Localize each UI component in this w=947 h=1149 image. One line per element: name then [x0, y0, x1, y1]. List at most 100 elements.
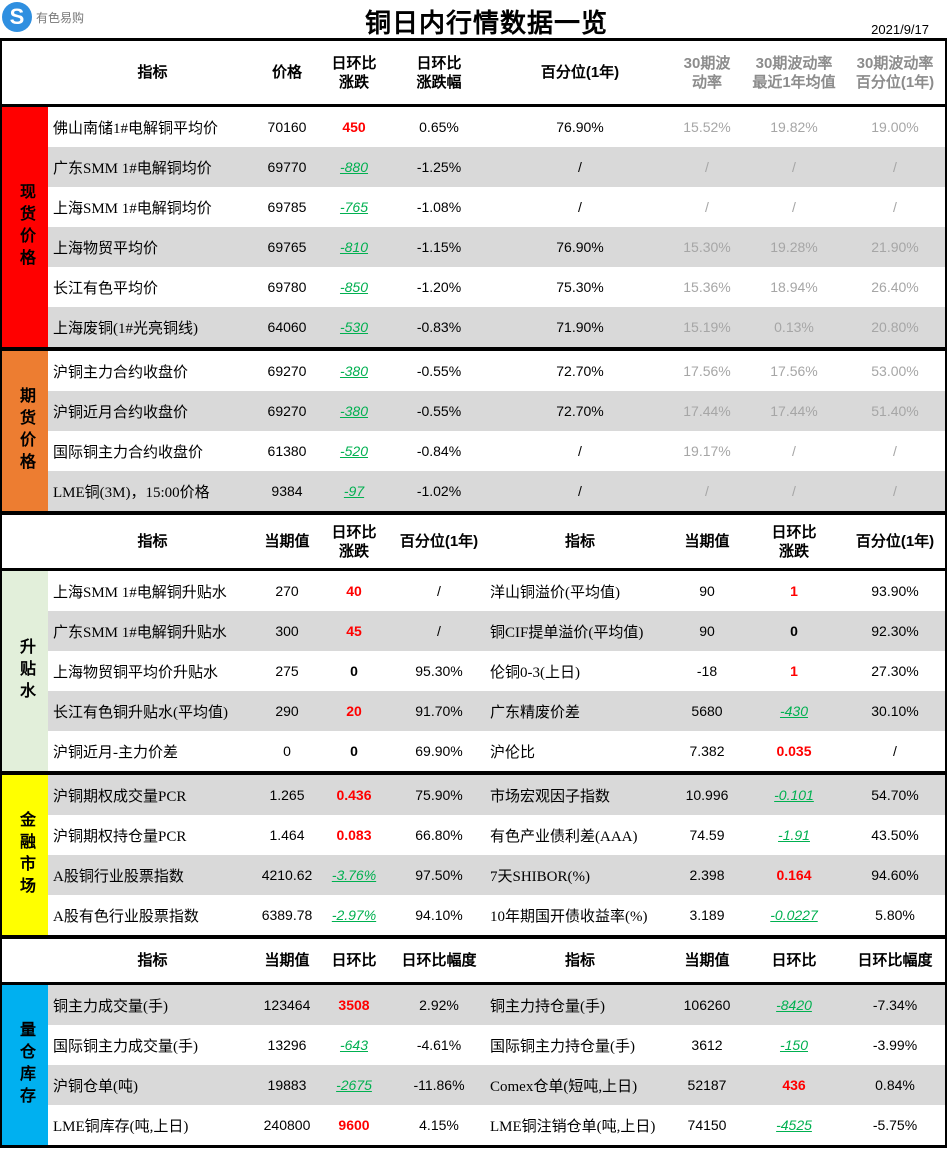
column-header: 百分位(1年) [399, 533, 479, 550]
cell: 10.996 [685, 787, 729, 803]
cell: 290 [275, 703, 299, 719]
section-category-label: 期货价格 [2, 351, 48, 511]
cell: 17.44% [683, 403, 731, 419]
table-block: 指标 当期值 日环比 涨跌 百分位(1年) 指标 当期值 日环比 涨跌 百分位(1年) 升贴水上… [0, 512, 947, 938]
column-header: 30期波 动率 [683, 54, 731, 91]
indicator-name: 10年期国开债收益率(%) [490, 908, 648, 925]
cell: 15.36% [683, 279, 731, 295]
indicator-name: LME铜库存(吨,上日) [53, 1118, 189, 1135]
table-row: 长江有色平均价 69780 -850 -1.20% 75.30% 15.36% 18.94%… [48, 267, 945, 307]
indicator-name: 7天SHIBOR(%) [490, 868, 590, 885]
indicator-name: 铜CIF提单溢价(平均值) [490, 624, 644, 641]
change-value: 0 [790, 623, 798, 639]
column-header: 日环比 涨跌 [331, 54, 377, 91]
change-value-text: -850 [339, 279, 369, 295]
indicator-name: A股有色行业股票指数 [53, 908, 199, 925]
cell: 4.15% [419, 1117, 459, 1133]
cell: / [893, 443, 897, 459]
table-row: 广东SMM 1#电解铜均价 69770 -880 -1.25% / / / / [48, 147, 945, 187]
indicator-name: 广东SMM 1#电解铜升贴水 [53, 624, 227, 641]
table-row: 国际铜主力成交量(手) 13296 -643 -4.61% 国际铜主力持仓量(手) 361… [48, 1025, 945, 1065]
column-header: 日环比 涨跌 [771, 523, 817, 560]
cell: -1.08% [416, 199, 462, 215]
cell: -5.75% [872, 1117, 918, 1133]
table-row: 沪铜期权持仓量PCR 1.464 0.083 66.80% 有色产业债利差(AAA) 74… [48, 815, 945, 855]
cell: 17.56% [683, 363, 731, 379]
table-row: 佛山南储1#电解铜平均价 70160 450 0.65% 76.90% 15.52% 19.… [48, 107, 945, 147]
section-group: 期货价格 沪铜主力合约收盘价 69270 -380 -0.55% 72.70% 17.56%… [2, 347, 945, 511]
section-group: 金融市场 沪铜期权成交量PCR 1.265 0.436 75.90% 市场宏观因子指数 10… [2, 771, 945, 935]
table-block: 指标 价格 日环比 涨跌 日环比 涨跌幅 百分位(1年) 30期波 动率 30期波动率 最近… [0, 38, 947, 514]
indicator-name: 有色产业债利差(AAA) [490, 828, 638, 845]
cell: 270 [275, 583, 299, 599]
page-title: 铜日内行情数据一览 [364, 8, 608, 38]
change-value: 20 [346, 703, 362, 719]
indicator-name: 上海物贸铜平均价升贴水 [53, 664, 219, 681]
cell: 69770 [267, 159, 307, 175]
column-header: 日环比 [331, 952, 377, 969]
cell: -0.83% [416, 319, 462, 335]
cell: 19.28% [770, 239, 818, 255]
table-row: 长江有色铜升贴水(平均值) 290 20 91.70% 广东精废价差 5680 -430 30… [48, 691, 945, 731]
cell: / [792, 483, 796, 499]
column-header: 日环比幅度 [401, 952, 477, 969]
column-header: 指标 [137, 533, 168, 550]
column-header: 指标 [137, 952, 168, 969]
header-spacer [2, 939, 48, 982]
indicator-name: LME铜注销仓单(吨,上日) [490, 1118, 656, 1135]
section-category-label: 量仓库存 [2, 985, 48, 1145]
cell: 97.50% [415, 867, 463, 883]
indicator-name: 铜主力成交量(手) [53, 998, 168, 1015]
table-row: LME铜(3M)，15:00价格 9384 -97 -1.02% / / / / [48, 471, 945, 511]
column-header: 当期值 [264, 533, 310, 550]
column-header: 指标 [564, 952, 595, 969]
change-value: 1 [790, 583, 798, 599]
cell: / [893, 743, 897, 759]
change-value: -0.101 [741, 775, 847, 815]
change-value: -380 [317, 351, 391, 391]
section-category-label: 金融市场 [2, 775, 48, 935]
change-value-text: -380 [339, 403, 369, 419]
indicator-name: 长江有色铜升贴水(平均值) [53, 704, 228, 721]
cell: 66.80% [415, 827, 463, 843]
change-value: 436 [782, 1077, 806, 1093]
indicator-name: 洋山铜溢价(平均值) [490, 584, 620, 601]
indicator-name: 广东SMM 1#电解铜均价 [53, 160, 212, 177]
cell: -11.86% [413, 1077, 465, 1093]
cell: 1.265 [269, 787, 305, 803]
change-value: -880 [317, 147, 391, 187]
table-row: 沪铜近月合约收盘价 69270 -380 -0.55% 72.70% 17.44% 17.4… [48, 391, 945, 431]
change-value: 3508 [338, 997, 370, 1013]
cell: 15.30% [683, 239, 731, 255]
table-row: 上海物贸铜平均价升贴水 275 0 95.30% 伦铜0-3(上日) -18 1 27.30% [48, 651, 945, 691]
report-date: 2021/9/17 [871, 22, 929, 37]
column-header: 指标 [564, 533, 595, 550]
cell: / [437, 583, 441, 599]
header-row: 指标 当期值 日环比 日环比幅度 指标 当期值 日环比 日环比幅度 [2, 939, 945, 985]
cell: 95.30% [415, 663, 463, 679]
change-value-text: -810 [339, 239, 369, 255]
change-value-text: -380 [339, 363, 369, 379]
section-category-label: 升贴水 [2, 571, 48, 771]
column-header: 当期值 [264, 952, 310, 969]
column-header: 日环比 涨跌幅 [416, 54, 462, 91]
change-value: 0.035 [776, 743, 812, 759]
change-value: 0.164 [776, 867, 812, 883]
indicator-name: 伦铜0-3(上日) [490, 664, 580, 681]
cell: 64060 [267, 319, 307, 335]
cell: 5680 [691, 703, 723, 719]
top-bar: S 有色易购 铜日内行情数据一览 2021/9/17 [0, 0, 947, 38]
cell: 92.30% [871, 623, 919, 639]
change-value: 40 [346, 583, 362, 599]
cell: 4210.62 [261, 867, 313, 883]
section-rows: 佛山南储1#电解铜平均价 70160 450 0.65% 76.90% 15.52% 19.… [48, 107, 945, 347]
cell: 27.30% [871, 663, 919, 679]
cell: / [893, 159, 897, 175]
section-category-label: 现货价格 [2, 107, 48, 347]
cell: 19883 [267, 1077, 307, 1093]
cell: 275 [275, 663, 299, 679]
change-value: -4525 [741, 1105, 847, 1145]
indicator-name: 长江有色平均价 [53, 280, 159, 297]
cell: / [893, 199, 897, 215]
cell: 20.80% [871, 319, 919, 335]
